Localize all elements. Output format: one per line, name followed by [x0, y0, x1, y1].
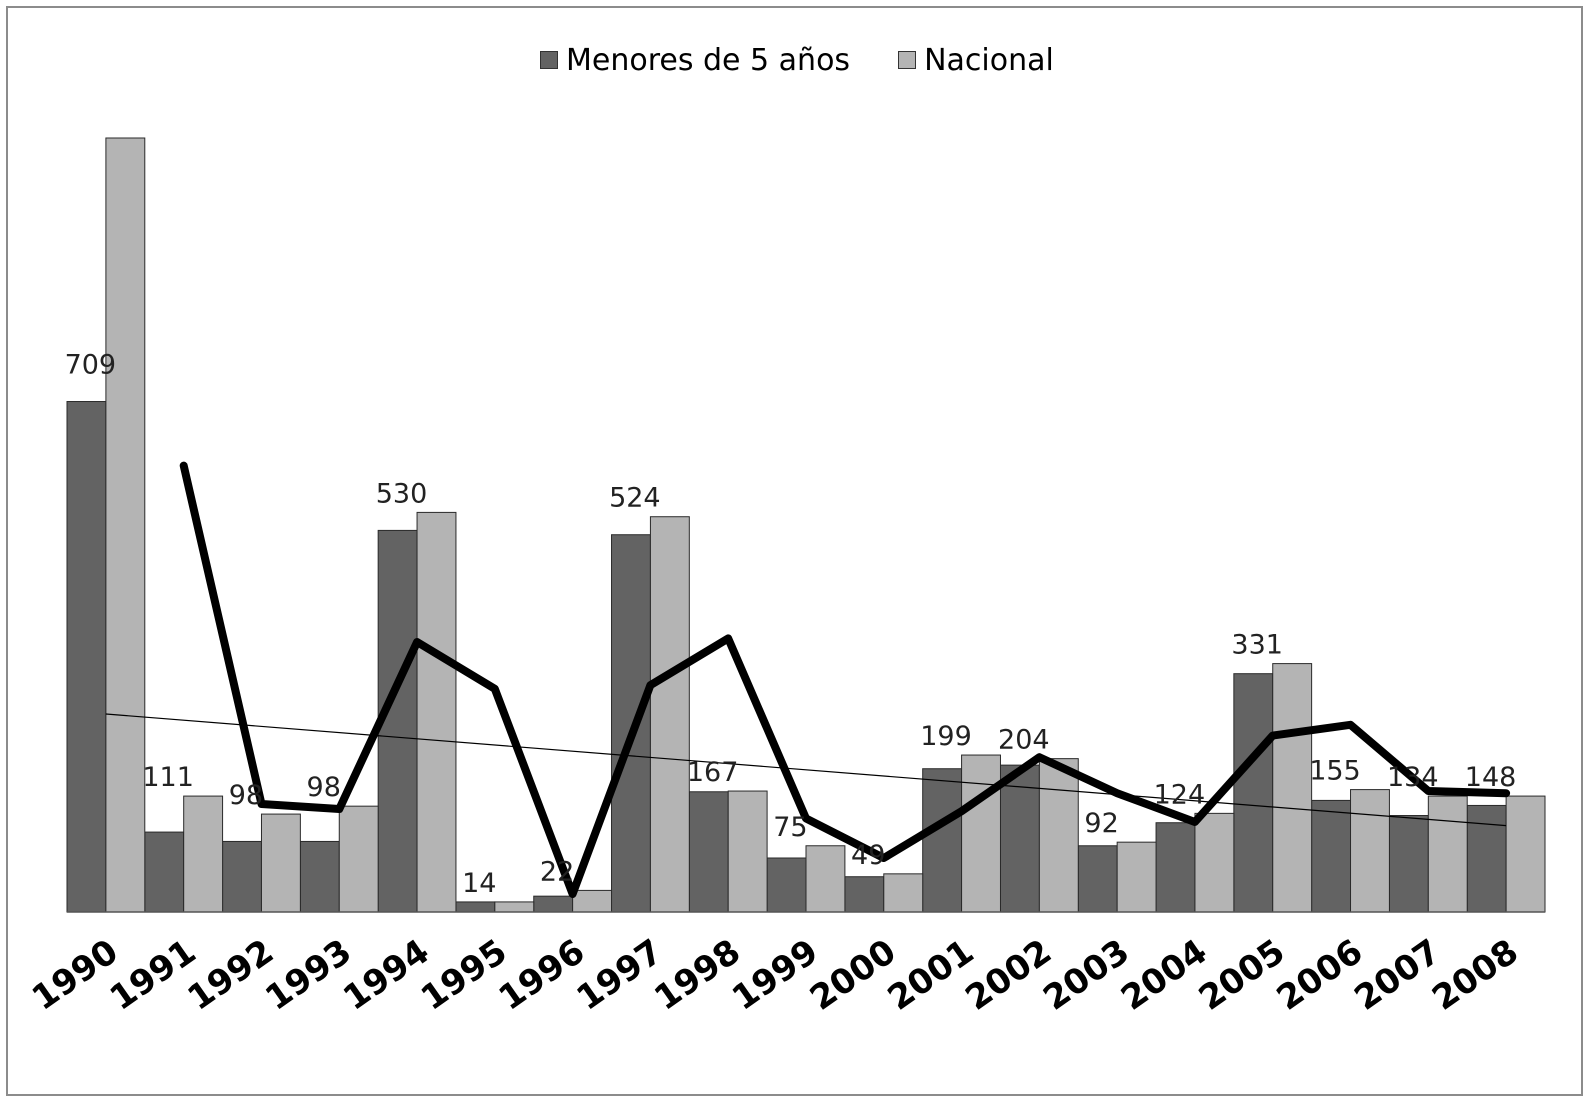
data-label-2005: 331: [1231, 630, 1283, 661]
data-label-1991: 111: [142, 762, 194, 793]
bar-nacional-1991: [183, 795, 224, 913]
x-tick-label-2002: 2002: [959, 932, 1059, 1019]
x-tick-label-1999: 1999: [725, 932, 825, 1019]
bar-menores-1992: [222, 840, 262, 913]
legend-swatch-menores: [540, 51, 558, 69]
x-tick-label-1990: 1990: [25, 932, 125, 1019]
bar-nacional-1999: [805, 845, 846, 913]
data-label-2007: 134: [1387, 762, 1439, 793]
x-tick-label-2001: 2001: [881, 932, 981, 1019]
bar-nacional-2006: [1350, 789, 1390, 913]
legend-item-nacional: Nacional: [898, 43, 1054, 78]
data-label-1995: 14: [462, 868, 496, 899]
data-label-2006: 155: [1309, 756, 1361, 787]
bar-menores-2008: [1466, 804, 1507, 913]
bar-nacional-1997: [649, 516, 690, 913]
bar-nacional-2003: [1116, 841, 1157, 913]
line-series: [179, 461, 1511, 898]
data-label-2008: 148: [1465, 762, 1517, 793]
legend-swatch-nacional: [898, 51, 917, 69]
bar-menores-2003: [1077, 845, 1118, 913]
legend-item-menores: Menores de 5 años: [540, 43, 850, 78]
legend: Menores de 5 años Nacional: [540, 40, 1054, 80]
x-tick-label-1997: 1997: [570, 932, 670, 1019]
data-label-2000: 49: [851, 840, 885, 871]
data-label-1996: 22: [540, 856, 574, 887]
x-tick-label-2000: 2000: [803, 932, 903, 1019]
bar-menores-1997: [611, 534, 651, 913]
bar-menores-1996: [533, 895, 574, 913]
bar-nacional-1993: [338, 805, 379, 913]
bar-menores-2006: [1311, 799, 1352, 913]
x-tick-label-2007: 2007: [1347, 932, 1447, 1019]
data-label-1990: 709: [65, 350, 117, 381]
bar-menores-1995: [455, 901, 496, 913]
x-tick-label-1994: 1994: [336, 932, 436, 1019]
legend-label-menores: Menores de 5 años: [566, 42, 851, 78]
bar-nacional-1998: [727, 790, 768, 913]
bar-menores-1999: [766, 857, 807, 913]
bar-nacional-2005: [1272, 663, 1313, 913]
trendline: [105, 713, 1507, 827]
x-tick-label-1992: 1992: [181, 932, 281, 1019]
x-tick-label-1993: 1993: [258, 932, 358, 1019]
legend-label-nacional: Nacional: [924, 42, 1054, 78]
bar-nacional-2000: [883, 873, 924, 913]
bar-nacional-2002: [1038, 758, 1079, 913]
data-label-1992: 98: [229, 780, 263, 811]
x-tick-label-2006: 2006: [1270, 932, 1370, 1019]
x-tick-label-1991: 1991: [103, 932, 203, 1019]
bar-nacional-1996: [572, 889, 613, 913]
bar-nacional-2008: [1505, 795, 1546, 913]
data-label-2004: 124: [1154, 779, 1206, 810]
data-label-1998: 167: [687, 757, 739, 788]
data-label-1993: 98: [307, 772, 341, 803]
bar-nacional-2001: [961, 754, 1001, 913]
bar-menores-2004: [1155, 822, 1196, 913]
bar-nacional-1995: [494, 901, 535, 913]
bar-nacional-1992: [260, 813, 301, 913]
x-tick-label-1996: 1996: [492, 932, 592, 1019]
x-tick-label-2008: 2008: [1425, 932, 1525, 1019]
x-tick-label-2003: 2003: [1036, 932, 1136, 1019]
x-tick-label-1998: 1998: [647, 932, 747, 1019]
bar-menores-2007: [1388, 815, 1429, 913]
x-tick-label-2004: 2004: [1114, 932, 1214, 1019]
bar-nacional-1994: [416, 511, 457, 913]
data-label-1999: 75: [773, 812, 807, 843]
chart-frame: [6, 6, 1583, 1096]
data-label-1997: 524: [609, 483, 661, 514]
data-label-2003: 92: [1084, 808, 1118, 839]
bar-menores-2002: [999, 764, 1040, 913]
bar-nacional-2004: [1194, 812, 1235, 913]
bar-nacional-1990: [105, 137, 146, 913]
bar-menores-1990: [66, 401, 107, 913]
bar-menores-1991: [144, 831, 185, 913]
data-label-2002: 204: [998, 725, 1050, 756]
x-tick-label-2005: 2005: [1192, 932, 1292, 1019]
data-label-1994: 530: [376, 478, 428, 509]
bar-menores-2000: [844, 876, 885, 913]
bar-menores-2005: [1233, 673, 1274, 913]
x-tick-label-1995: 1995: [414, 932, 514, 1019]
bar-nacional-2007: [1427, 795, 1468, 913]
bar-menores-2001: [922, 768, 963, 913]
bar-menores-1993: [299, 840, 340, 913]
data-label-2001: 199: [920, 721, 972, 752]
bar-menores-1998: [688, 791, 729, 913]
bar-menores-1994: [377, 529, 418, 913]
